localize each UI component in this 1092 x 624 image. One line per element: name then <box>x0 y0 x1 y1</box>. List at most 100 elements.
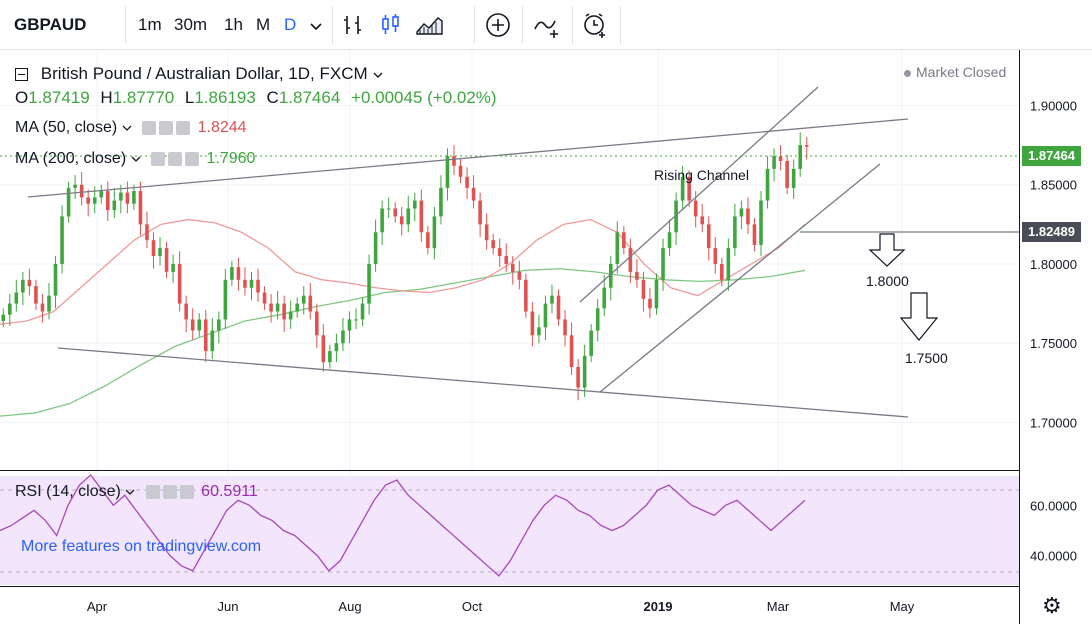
candle-body <box>138 191 143 225</box>
x-tick-label: May <box>890 599 915 614</box>
ma50-price-label: 1.82489 <box>1022 222 1081 242</box>
candle-body <box>576 366 580 388</box>
price-scale-border <box>1019 50 1020 624</box>
collapse-icon[interactable] <box>15 68 28 82</box>
candle-body <box>315 311 319 336</box>
candle-body <box>190 319 195 331</box>
candle-body <box>445 156 450 188</box>
rsi-value: 60.5911 <box>201 483 258 501</box>
timeframe-30m[interactable]: 30m <box>174 15 208 34</box>
candle-body <box>27 279 32 287</box>
toolbar-separator <box>620 6 621 44</box>
candle-body <box>622 232 626 249</box>
candle-body <box>628 248 633 272</box>
candle-body <box>360 303 365 320</box>
toolbar-separator <box>125 6 126 44</box>
rsi-axis: 60.0000 40.0000 <box>1030 498 1077 563</box>
timeframe-1h[interactable]: 1h <box>224 15 243 34</box>
annotation-rising-channel: Rising Channel <box>654 167 749 183</box>
price-axis: 1.90000 1.85000 1.80000 1.75000 1.70000 <box>1030 98 1077 430</box>
candle-body <box>582 355 587 388</box>
channel-lower-line <box>599 163 881 393</box>
candle-body <box>713 248 718 264</box>
candle-body <box>380 208 384 233</box>
ohlc-row: O1.87419 H1.87770 L1.86193 C1.87464 +0.0… <box>15 88 497 107</box>
indicator-buttons[interactable] <box>142 119 193 137</box>
candle-body <box>92 197 97 204</box>
candle-body <box>746 208 750 225</box>
chevron-down-icon[interactable] <box>125 487 135 497</box>
high-value: 1.87770 <box>112 88 175 107</box>
candle-body <box>354 319 358 321</box>
candle-body <box>341 330 345 344</box>
candle-body <box>1 314 6 322</box>
candle-body <box>34 286 38 304</box>
candle-body <box>537 327 541 336</box>
chevron-down-icon[interactable] <box>306 16 326 36</box>
chevron-down-icon[interactable] <box>372 69 384 81</box>
eye-icon <box>151 151 166 166</box>
down-arrow-icon <box>899 292 939 341</box>
change-value: +0.00045 (+0.02%) <box>351 88 497 107</box>
price-chart[interactable]: 1.90000 1.85000 1.80000 1.75000 1.70000 60.0… <box>0 50 1092 624</box>
rsi-polyline <box>0 474 806 577</box>
legend-title-row: British Pound / Australian Dollar, 1D, F… <box>15 64 384 84</box>
candle-body <box>419 200 424 233</box>
candle-body <box>563 319 567 336</box>
indicators-icon[interactable] <box>532 10 562 40</box>
candle-body <box>393 208 397 217</box>
candle-body <box>700 216 705 225</box>
candle-body <box>785 160 789 188</box>
toolbar-separator <box>522 6 523 44</box>
x-tick-label: 2019 <box>644 599 673 614</box>
candle-body <box>73 184 77 188</box>
bars-icon[interactable] <box>338 10 368 40</box>
more-features-link[interactable]: More features on tradingview.com <box>21 538 262 555</box>
candle-body <box>249 279 254 288</box>
timeframe-m[interactable]: M <box>256 15 271 34</box>
top-toolbar: GBPAUD 1m 30m 1h M D <box>0 0 1092 50</box>
timeframe-d[interactable]: D <box>284 15 297 34</box>
alert-clock-icon[interactable] <box>580 10 610 40</box>
indicator-buttons[interactable] <box>145 483 197 501</box>
candle-body <box>661 248 665 280</box>
candle-body <box>14 292 19 304</box>
x-tick-label: Aug <box>338 599 361 614</box>
candle-body <box>347 319 352 331</box>
toolbar-separator <box>332 6 333 44</box>
candle-body <box>452 156 456 166</box>
candle-body <box>262 292 267 304</box>
candle-body <box>151 240 156 257</box>
candle-body <box>543 303 548 328</box>
candle-body <box>524 279 528 312</box>
symbol-search[interactable]: GBPAUD <box>14 15 87 34</box>
area-icon[interactable] <box>414 10 444 40</box>
channel-upper-line <box>579 86 819 303</box>
candle-body <box>295 303 300 312</box>
compare-plus-icon[interactable] <box>483 10 513 40</box>
candle-body <box>510 263 515 272</box>
indicator-buttons[interactable] <box>151 150 202 168</box>
chevron-down-icon[interactable] <box>122 123 132 133</box>
candle-body <box>615 232 620 264</box>
candle-body <box>752 224 757 245</box>
ma50-value: 1.8244 <box>197 119 247 137</box>
ma50-legend: MA (50, close) 1.8244 <box>15 119 247 137</box>
candle-body <box>230 267 234 280</box>
candle-body <box>759 200 763 245</box>
close-icon <box>179 484 194 499</box>
candle-body <box>119 192 123 201</box>
candle-body <box>47 295 51 312</box>
timeframe-1m[interactable]: 1m <box>138 15 162 34</box>
candles-icon[interactable] <box>376 10 406 40</box>
candle-body <box>556 295 561 320</box>
candle-body <box>641 279 646 299</box>
candle-body <box>791 168 796 188</box>
candle-body <box>778 156 783 161</box>
candle-body <box>132 191 136 204</box>
chevron-down-icon[interactable] <box>131 154 141 164</box>
gear-icon[interactable]: ⚙ <box>1042 593 1062 618</box>
market-status: Market Closed <box>904 64 1006 80</box>
candle-body <box>105 191 110 211</box>
x-tick-label: Mar <box>767 599 790 614</box>
